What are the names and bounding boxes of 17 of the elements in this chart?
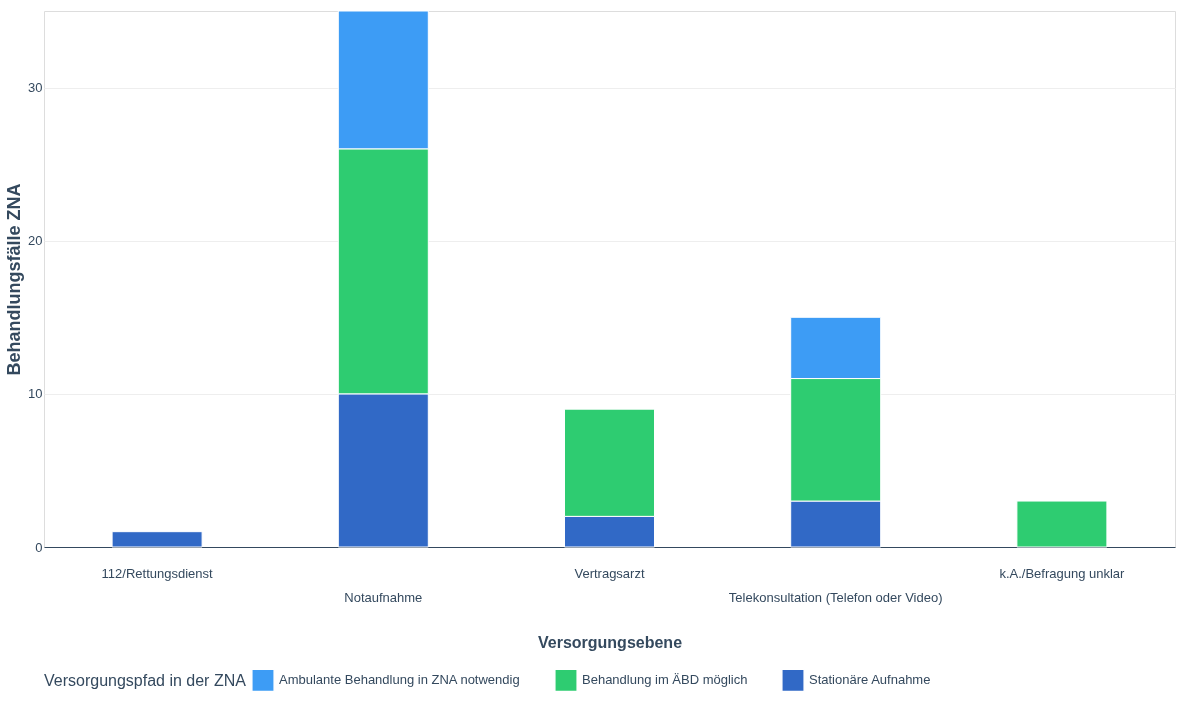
bar (1016, 500, 1108, 548)
legend-label: Ambulante Behandlung in ZNA notwendig (279, 672, 520, 688)
x-tick-label: Notaufnahme (344, 589, 423, 605)
y-axis-title: Behandlungsfälle ZNA (4, 183, 25, 376)
legend-label: Behandlung im ÄBD möglich (582, 672, 748, 688)
y-tick-label: 30 (28, 80, 43, 96)
y-tick-label: 10 (28, 386, 43, 402)
y-tick-label: 20 (28, 233, 43, 249)
x-tick-label: Telekonsultation (Telefon oder Video) (728, 589, 943, 605)
bar (111, 531, 203, 548)
x-axis-title: Versorgungsebene (537, 633, 683, 651)
x-tick-label: 112/Rettungsdienst (101, 565, 214, 581)
x-tick-label: Vertragsarzt (574, 565, 645, 581)
x-tick-label: k.A./Befragung unklar (999, 565, 1126, 581)
legend-title: Versorgungspfad in der ZNA (44, 672, 247, 689)
legend-label: Stationäre Aufnahme (809, 672, 931, 688)
y-tick-label: 0 (35, 539, 43, 555)
